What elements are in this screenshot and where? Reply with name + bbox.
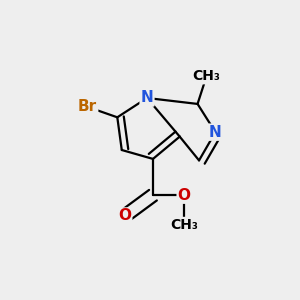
Text: O: O	[178, 188, 191, 203]
Text: Br: Br	[78, 99, 97, 114]
Text: N: N	[209, 125, 222, 140]
Text: O: O	[118, 208, 131, 224]
Text: N: N	[141, 91, 153, 106]
Text: CH₃: CH₃	[170, 218, 198, 232]
Text: CH₃: CH₃	[193, 69, 220, 83]
